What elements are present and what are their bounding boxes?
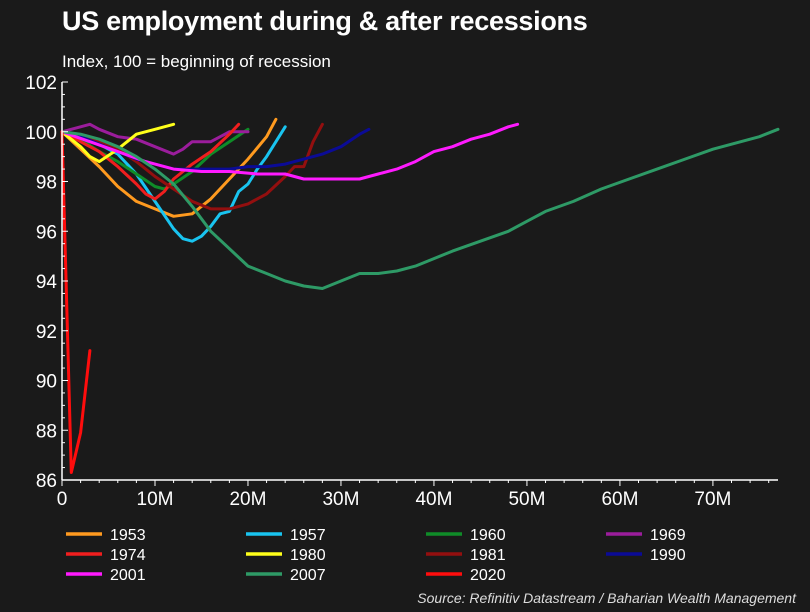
series-line-1953 [60,117,278,218]
legend-label-1953: 1953 [110,527,146,544]
x-tick-label: 20M [229,489,266,510]
y-tick-label: 100 [25,123,57,144]
x-tick-label: 0 [57,489,68,510]
legend-label-1981: 1981 [470,547,506,564]
legend-label-1957: 1957 [290,527,326,544]
y-tick-label: 94 [36,272,58,293]
chart-subtitle: Index, 100 = beginning of recession [62,52,331,71]
y-tick-label: 92 [36,322,57,343]
y-tick-label: 86 [36,471,57,492]
series-line-1981 [60,122,324,211]
y-tick-label: 102 [25,73,57,94]
y-tick-label: 90 [36,372,57,393]
x-tick-label: 60M [601,489,638,510]
x-tick-label: 30M [322,489,359,510]
series-line-1974 [60,122,241,201]
chart-title: US employment during & after recessions [62,6,588,36]
series-line-2001 [60,122,520,181]
legend-label-1969: 1969 [650,527,686,544]
y-tick-label: 88 [36,421,57,442]
legend-label-2020: 2020 [470,567,506,584]
series-line-1969 [60,122,250,156]
legend-label-1974: 1974 [110,547,146,564]
x-tick-label: 40M [415,489,452,510]
y-tick-label: 96 [36,222,57,243]
source-note: Source: Refinitiv Datastream / Baharian … [417,590,796,606]
legend-label-1980: 1980 [290,547,326,564]
series-line-2020 [60,130,92,474]
y-tick-label: 98 [36,173,57,194]
x-tick-label: 50M [508,489,545,510]
legend-label-2007: 2007 [290,567,326,584]
legend-label-1990: 1990 [650,547,686,564]
series-line-1957 [60,125,287,243]
x-tick-label: 10M [137,489,174,510]
legend-label-1960: 1960 [470,527,506,544]
legend-label-2001: 2001 [110,567,146,584]
series-line-2007 [60,127,780,290]
series-line-1980 [60,122,176,164]
x-tick-label: 70M [694,489,731,510]
